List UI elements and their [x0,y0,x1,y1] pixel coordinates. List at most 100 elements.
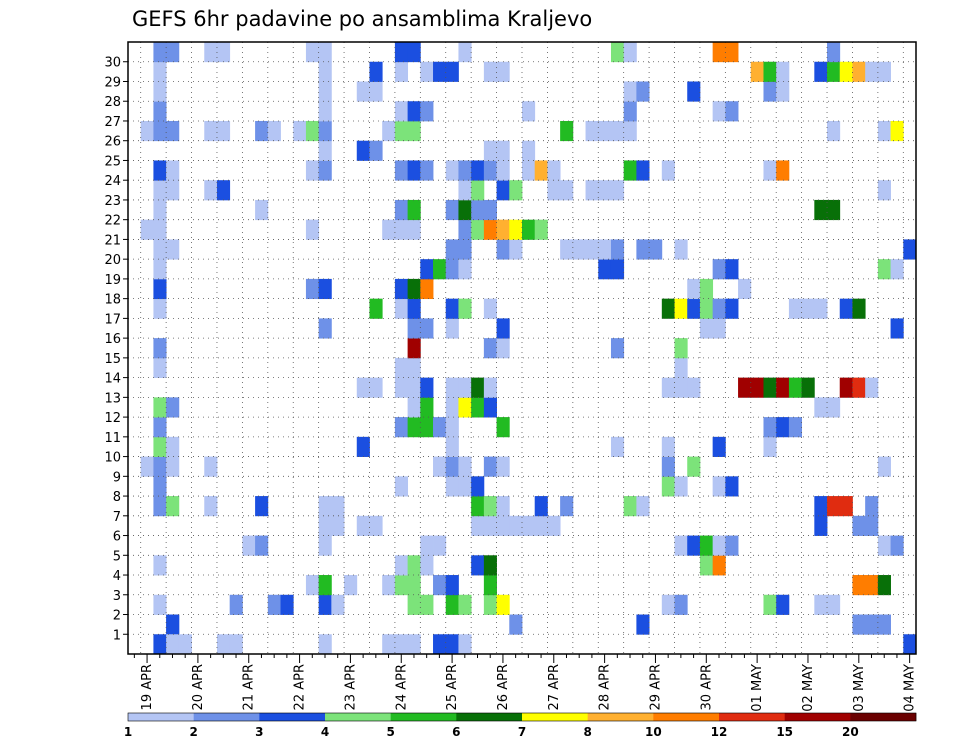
heatmap-cell [407,298,421,319]
heatmap-cell [814,199,828,221]
heatmap-cell [890,120,904,142]
heatmap-cell [712,101,726,122]
heatmap-cell [458,42,472,63]
heatmap-cell [776,61,790,82]
heatmap-cell [471,377,485,398]
chart-title: GEFS 6hr padavine po ansamblima Kraljevo [132,7,592,31]
legend-swatch [784,713,851,721]
heatmap-cell [598,239,612,260]
y-tick-label: 22 [104,214,121,229]
heatmap-cell [216,634,231,655]
heatmap-cell [204,42,218,63]
heatmap-cell [522,219,536,240]
heatmap-cell [674,298,688,319]
heatmap-cell [865,377,879,398]
heatmap-cell [839,377,853,398]
heatmap-cell [407,160,421,181]
heatmap-cell [610,42,625,63]
heatmap-cell [382,219,396,240]
heatmap-cell [394,298,409,319]
x-tick-label: 21 APR [242,664,257,710]
heatmap-cell [877,259,891,280]
heatmap-cell [140,120,154,142]
heatmap-cell [407,219,421,240]
legend-swatch [128,713,194,721]
heatmap-cell [877,614,891,635]
heatmap-cell [140,219,154,240]
heatmap-cell [458,199,472,221]
legend-swatch [325,713,391,721]
heatmap-cell [839,61,853,82]
heatmap-cell [216,42,231,63]
heatmap-cell [458,476,472,497]
heatmap-cell [496,219,510,240]
heatmap-cell [318,634,332,655]
x-tick-label: 30 APR [699,664,714,710]
heatmap-cell [471,219,485,240]
x-tick-label: 04 MAY [903,664,918,712]
heatmap-cell [712,436,726,457]
heatmap-cell [827,496,841,517]
heatmap-cell [458,180,472,201]
heatmap-cell [318,515,332,536]
heatmap-cell [356,140,370,161]
legend-frame [127,712,917,722]
legend-tick-label: 2 [189,725,197,739]
x-tick-label: 22 APR [293,664,308,710]
heatmap-cell [865,515,879,536]
heatmap-cell [166,436,180,457]
heatmap-cell [496,140,510,161]
heatmap-cell [229,634,243,655]
heatmap-cell [827,199,841,221]
heatmap-cell [471,397,485,418]
heatmap-cell [763,436,777,457]
y-tick-label: 2 [113,609,121,624]
heatmap-cell [661,377,675,398]
heatmap-cell [369,81,383,102]
heatmap-cell [331,594,345,615]
heatmap-cell [407,555,421,576]
y-tick-label: 13 [104,391,121,406]
heatmap-cell [153,456,167,477]
heatmap-cell [153,278,167,300]
heatmap-cell [318,81,332,102]
heatmap-cell [318,160,332,181]
y-tick-label: 3 [113,589,121,604]
heatmap-cell [458,219,472,240]
heatmap-cell [712,298,726,319]
heatmap-cell [610,239,625,260]
heatmap-cell [471,496,485,517]
heatmap-cell [407,594,421,615]
heatmap-cell [407,101,421,122]
heatmap-cell [394,634,409,655]
legend-tick-label: 3 [255,725,263,739]
heatmap-cell [560,120,574,142]
heatmap-cell [305,278,320,300]
heatmap-cell [394,61,409,82]
heatmap-cell [687,278,701,300]
heatmap-cell [661,456,675,477]
heatmap-cell [318,61,332,82]
heatmap-cell [166,634,180,655]
heatmap-cell [661,476,675,497]
legend-swatch [522,713,588,721]
x-tick-label: 03 MAY [852,664,867,712]
x-tick-label: 02 MAY [801,664,816,712]
heatmap-cell [445,575,459,596]
heatmap-cell [420,101,434,122]
heatmap-cell [496,318,510,339]
heatmap-cell [903,634,917,655]
heatmap-cell [763,377,777,398]
heatmap-cell [153,417,167,438]
heatmap-cell [318,496,332,517]
heatmap-cell [153,239,167,260]
heatmap-cell [827,120,841,142]
heatmap-cell [369,140,383,161]
heatmap-cell [318,140,332,161]
heatmap-cell [166,496,180,517]
heatmap-cell [852,614,866,635]
heatmap-cell [776,377,790,398]
heatmap-cell [293,120,307,142]
heatmap-cell [153,199,167,221]
